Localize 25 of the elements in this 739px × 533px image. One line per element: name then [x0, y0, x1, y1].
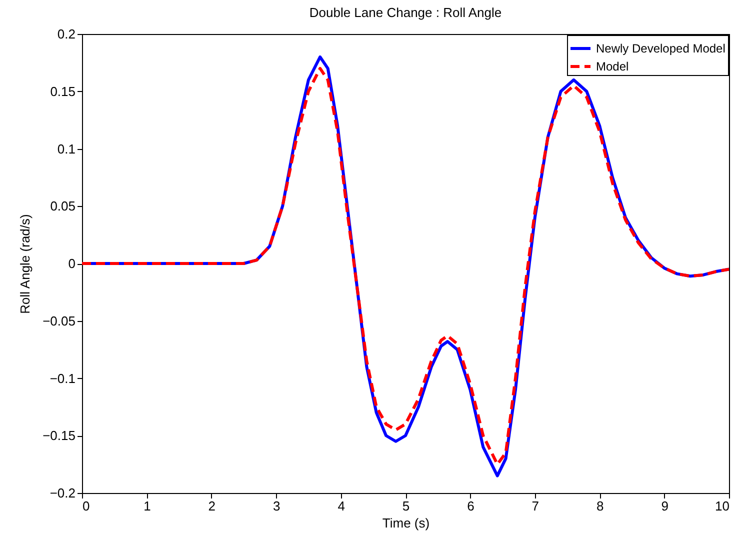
y-tick-label: −0.1	[50, 370, 76, 386]
x-tick-label: 4	[338, 498, 345, 514]
y-tick-label: 0.15	[50, 84, 76, 99]
y-tick-label: 0.2	[57, 26, 76, 42]
y-tick-label: 0	[68, 256, 76, 271]
y-tick-label: 0.05	[50, 198, 76, 214]
y-axis-title: Roll Angle (rad/s)	[18, 214, 33, 314]
y-tick-label: 0.1	[57, 141, 76, 156]
x-tick-label: 3	[272, 498, 280, 514]
x-tick-label: 9	[661, 498, 668, 514]
x-tick-label: 1	[144, 498, 151, 514]
x-tick-label: 0	[82, 498, 90, 514]
y-tick-label: −0.2	[50, 486, 76, 500]
x-tick-label: 6	[467, 498, 474, 514]
x-tick-label: 7	[532, 498, 540, 514]
legend-label: Newly Developed Model	[596, 42, 726, 56]
x-tick-label: 5	[402, 498, 410, 514]
x-axis-title: Time (s)	[382, 516, 430, 530]
x-tick-label: 2	[208, 498, 216, 514]
chart-title: Double Lane Change : Roll Angle	[309, 5, 502, 20]
legend-label: Model	[596, 60, 629, 74]
x-tick-label: 10	[715, 498, 730, 514]
y-tick-label: −0.05	[42, 313, 76, 328]
x-tick-label: 8	[596, 498, 604, 514]
y-tick-label: −0.15	[42, 428, 76, 444]
